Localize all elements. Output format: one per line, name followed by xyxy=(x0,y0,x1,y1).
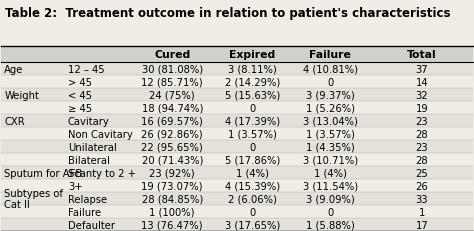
Text: 37: 37 xyxy=(416,64,428,75)
Text: > 45: > 45 xyxy=(68,77,92,87)
Bar xyxy=(1,154,473,166)
Text: Weight: Weight xyxy=(4,90,39,100)
Bar xyxy=(1,89,473,102)
Text: 3+: 3+ xyxy=(68,181,82,191)
Text: 23: 23 xyxy=(416,116,428,126)
Text: 19 (73.07%): 19 (73.07%) xyxy=(141,181,203,191)
Text: 26 (92.86%): 26 (92.86%) xyxy=(141,129,203,139)
Text: 17: 17 xyxy=(416,220,428,230)
Text: 19: 19 xyxy=(416,103,428,113)
Bar xyxy=(1,205,473,218)
Text: Failure: Failure xyxy=(68,207,101,217)
Text: 1 (100%): 1 (100%) xyxy=(149,207,195,217)
Text: 16 (69.57%): 16 (69.57%) xyxy=(141,116,203,126)
Text: Age: Age xyxy=(4,64,24,75)
Text: Bilateral: Bilateral xyxy=(68,155,109,165)
Text: ≥ 45: ≥ 45 xyxy=(68,103,92,113)
Text: 30 (81.08%): 30 (81.08%) xyxy=(142,64,203,75)
Text: 0: 0 xyxy=(249,142,255,152)
Text: Failure: Failure xyxy=(309,50,351,60)
Text: 1 (5.88%): 1 (5.88%) xyxy=(306,220,355,230)
Text: 1 (5.26%): 1 (5.26%) xyxy=(306,103,355,113)
Text: 33: 33 xyxy=(416,194,428,204)
Text: 3 (9.37%): 3 (9.37%) xyxy=(306,90,355,100)
Text: Subtypes of
Cat II: Subtypes of Cat II xyxy=(4,188,63,210)
Bar xyxy=(1,192,473,205)
Bar xyxy=(1,179,473,192)
Text: 22 (95.65%): 22 (95.65%) xyxy=(141,142,203,152)
Bar xyxy=(1,102,473,115)
Text: Table 2:  Treatment outcome in relation to patient's characteristics: Table 2: Treatment outcome in relation t… xyxy=(5,7,450,20)
Text: CXR: CXR xyxy=(4,116,25,126)
Text: Cured: Cured xyxy=(154,50,191,60)
Text: 26: 26 xyxy=(416,181,428,191)
Text: 3 (11.54%): 3 (11.54%) xyxy=(302,181,357,191)
Bar xyxy=(1,128,473,141)
Text: 5 (15.63%): 5 (15.63%) xyxy=(225,90,280,100)
Text: 3 (8.11%): 3 (8.11%) xyxy=(228,64,277,75)
Text: 3 (13.04%): 3 (13.04%) xyxy=(302,116,357,126)
Text: 3 (17.65%): 3 (17.65%) xyxy=(225,220,280,230)
Bar xyxy=(1,218,473,231)
Text: 12 (85.71%): 12 (85.71%) xyxy=(141,77,203,87)
Text: Relapse: Relapse xyxy=(68,194,107,204)
Bar xyxy=(1,47,473,63)
Text: 0: 0 xyxy=(327,207,333,217)
Text: Unilateral: Unilateral xyxy=(68,142,117,152)
Text: 3 (9.09%): 3 (9.09%) xyxy=(306,194,355,204)
Bar xyxy=(1,141,473,154)
Text: Total: Total xyxy=(407,50,437,60)
Text: Cavitary: Cavitary xyxy=(68,116,109,126)
Text: 0: 0 xyxy=(327,77,333,87)
Text: 1: 1 xyxy=(419,207,425,217)
Text: 23: 23 xyxy=(416,142,428,152)
Text: 32: 32 xyxy=(416,90,428,100)
Text: 1 (4%): 1 (4%) xyxy=(314,168,346,178)
Text: 25: 25 xyxy=(416,168,428,178)
Bar xyxy=(1,63,473,76)
Text: 23 (92%): 23 (92%) xyxy=(149,168,195,178)
Text: Defaulter: Defaulter xyxy=(68,220,115,230)
Text: Expired: Expired xyxy=(229,50,275,60)
Text: 28 (84.85%): 28 (84.85%) xyxy=(142,194,203,204)
Text: 20 (71.43%): 20 (71.43%) xyxy=(142,155,203,165)
Text: 12 – 45: 12 – 45 xyxy=(68,64,104,75)
Text: 1 (4%): 1 (4%) xyxy=(236,168,269,178)
Bar xyxy=(1,76,473,89)
Text: 4 (10.81%): 4 (10.81%) xyxy=(302,64,357,75)
Text: 0: 0 xyxy=(249,103,255,113)
Text: 28: 28 xyxy=(416,155,428,165)
Text: 4 (15.39%): 4 (15.39%) xyxy=(225,181,280,191)
Bar xyxy=(1,166,473,179)
Text: 1 (3.57%): 1 (3.57%) xyxy=(306,129,355,139)
Text: Non Cavitary: Non Cavitary xyxy=(68,129,133,139)
Text: 18 (94.74%): 18 (94.74%) xyxy=(142,103,203,113)
Text: 0: 0 xyxy=(249,207,255,217)
Text: Sputum for AFB: Sputum for AFB xyxy=(4,168,82,178)
Text: 2 (6.06%): 2 (6.06%) xyxy=(228,194,277,204)
Text: Scanty to 2 +: Scanty to 2 + xyxy=(68,168,136,178)
Bar xyxy=(1,115,473,128)
Text: 13 (76.47%): 13 (76.47%) xyxy=(141,220,203,230)
Text: 5 (17.86%): 5 (17.86%) xyxy=(225,155,280,165)
Text: 3 (10.71%): 3 (10.71%) xyxy=(302,155,357,165)
Text: 4 (17.39%): 4 (17.39%) xyxy=(225,116,280,126)
Text: 1 (3.57%): 1 (3.57%) xyxy=(228,129,277,139)
Text: 2 (14.29%): 2 (14.29%) xyxy=(225,77,280,87)
Text: 28: 28 xyxy=(416,129,428,139)
Text: 24 (75%): 24 (75%) xyxy=(149,90,195,100)
Text: 1 (4.35%): 1 (4.35%) xyxy=(306,142,355,152)
Text: 14: 14 xyxy=(416,77,428,87)
Text: < 45: < 45 xyxy=(68,90,92,100)
